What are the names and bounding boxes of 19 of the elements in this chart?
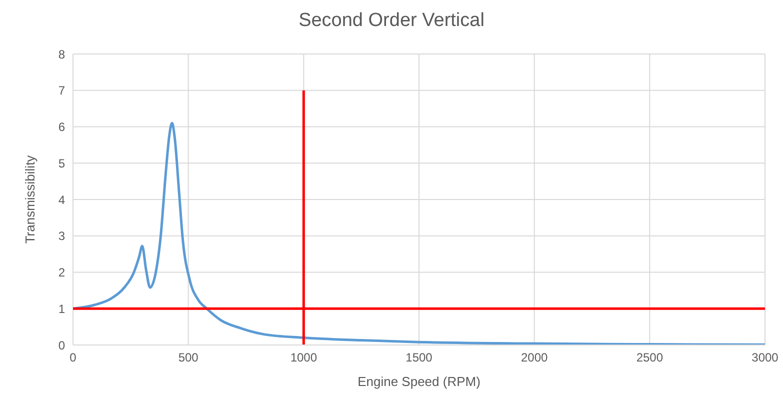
y-tick-label: 0 [58,338,66,352]
x-tick-label: 0 [70,350,77,365]
x-tick-label: 3000 [752,350,779,365]
y-tick-label: 8 [58,47,66,62]
x-tick-label: 500 [178,350,199,365]
x-tick-label: 2500 [636,350,664,365]
y-tick-label: 1 [58,302,66,316]
y-tick-label: 3 [58,229,66,244]
x-tick-label: 1000 [290,350,318,365]
y-tick-label: 5 [58,156,66,170]
x-tick-label: 2000 [520,350,548,365]
x-axis-title: Engine Speed (RPM) [358,374,480,389]
y-tick-label: 7 [58,84,66,98]
y-axis-title: Transmissibility [22,154,38,244]
chart-title: Second Order Vertical [298,10,486,32]
x-tick-label: 1500 [406,350,433,365]
y-tick-label: 6 [58,120,66,134]
y-tick-label: 4 [58,192,66,207]
y-tick-label: 2 [58,266,66,280]
